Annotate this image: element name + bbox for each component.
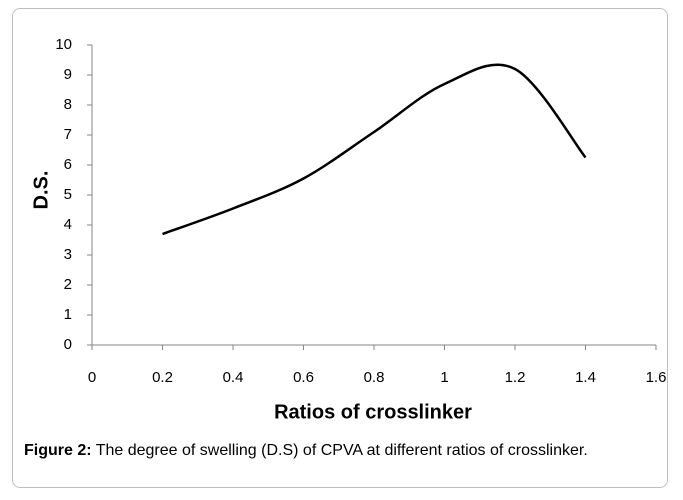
caption-text: The degree of swelling (D.S) of CPVA at … (95, 442, 588, 459)
y-tick-label: 0 (64, 336, 72, 353)
y-tick-label: 9 (64, 66, 72, 83)
caption: Figure 2: The degree of swelling (D.S) o… (24, 440, 660, 462)
y-tick-label: 5 (64, 186, 72, 203)
y-axis-label: D.S. (30, 171, 52, 210)
x-tick-label: 1.6 (646, 369, 667, 386)
x-tick-label: 0.4 (223, 369, 244, 386)
chart: Ratios of crosslinker D.S. 0123456789100… (30, 36, 667, 423)
y-tick-label: 10 (55, 36, 72, 53)
x-tick-label: 1 (440, 369, 448, 386)
x-tick-label: 0 (88, 369, 96, 386)
x-axis-label: Ratios of crosslinker (274, 401, 472, 423)
x-tick-label: 0.6 (293, 369, 314, 386)
line (162, 63, 587, 236)
y-tick-label: 4 (64, 216, 72, 233)
x-tick-label: 0.2 (152, 369, 173, 386)
y-tick-label: 2 (64, 276, 72, 293)
y-tick-label: 6 (64, 156, 72, 173)
y-tick-label: 7 (64, 126, 72, 143)
x-tick-label: 1.2 (505, 369, 526, 386)
caption-label: Figure 2: (24, 442, 92, 459)
y-tick-label: 1 (64, 306, 72, 323)
x-tick-label: 1.4 (575, 369, 596, 386)
y-tick-label: 8 (64, 96, 72, 113)
x-tick-label: 0.8 (364, 369, 385, 386)
frame (12, 8, 668, 488)
y-tick-label: 3 (64, 246, 72, 263)
